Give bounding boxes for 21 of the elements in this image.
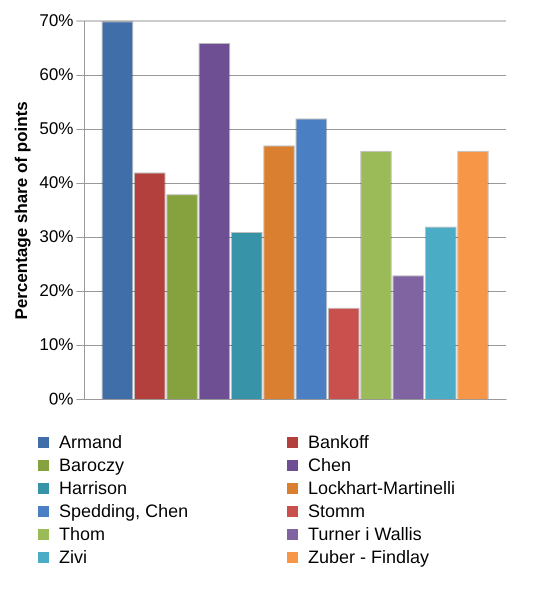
legend-label: Chen (308, 455, 352, 476)
y-tick-label: 40% (39, 173, 74, 192)
y-tick-label: 20% (39, 281, 74, 300)
legend-label: Baroczy (59, 455, 124, 476)
y-tick-label: 70% (39, 10, 74, 30)
legend-label: Stomm (308, 501, 366, 522)
y-tick-label: 0% (48, 389, 74, 408)
y-axis-title: Percentage share of points (12, 101, 31, 320)
legend-label: Thom (59, 524, 106, 545)
legend-label: Turner i Wallis (308, 524, 422, 545)
y-tick-label: 30% (39, 227, 74, 246)
legend-label: Armand (59, 432, 122, 453)
y-tick-label: 10% (39, 335, 74, 354)
legend-label: Bankoff (308, 432, 369, 453)
legend-label: Harrison (59, 478, 128, 499)
legend-label: Lockhart-Martinelli (308, 478, 456, 499)
y-tick-label: 50% (39, 119, 74, 138)
legend-label: Zivi (59, 547, 87, 568)
legend-label: Zuber - Findlay (308, 547, 430, 568)
y-tick-label: 60% (39, 64, 74, 84)
legend-label: Spedding, Chen (59, 501, 188, 522)
